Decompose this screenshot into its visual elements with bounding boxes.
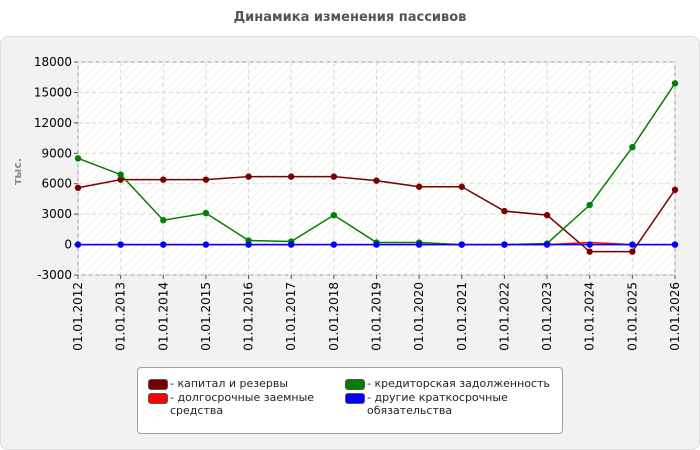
series-4-point <box>415 241 423 248</box>
series-1-point <box>160 176 167 183</box>
series-2-point <box>330 211 338 219</box>
series-4-point <box>202 241 210 248</box>
x-tick-label: 01.01.2023 <box>540 282 554 351</box>
series-4-point <box>501 241 508 248</box>
x-tick-label: 01.01.2018 <box>327 282 341 351</box>
series-1-point <box>458 183 465 190</box>
series-1-point <box>117 176 124 183</box>
y-tick-label: 0 <box>64 238 72 252</box>
series-4-point <box>458 241 465 248</box>
y-tick-label: 6000 <box>41 177 72 191</box>
series-1-point <box>245 173 252 180</box>
series-2-point <box>586 201 593 209</box>
y-tick-label: 18000 <box>34 55 72 69</box>
chart-title: Динамика изменения пассивов <box>233 10 467 25</box>
series-4-point <box>671 241 679 248</box>
series-4-point <box>117 241 124 248</box>
x-tick-label: 01.01.2022 <box>497 282 511 351</box>
series-2-point <box>671 80 679 87</box>
y-tick-label: 12000 <box>34 116 72 130</box>
series-1-point <box>202 176 210 183</box>
series-1-point <box>586 248 593 255</box>
series-4-point <box>160 241 167 248</box>
series-4-point <box>586 241 593 248</box>
series-1-point <box>671 186 679 193</box>
legend-swatch-longterm <box>148 393 168 404</box>
x-tick-label: 01.01.2013 <box>114 282 128 351</box>
series-4-point <box>629 241 636 248</box>
x-tick-label: 01.01.2014 <box>156 282 170 351</box>
series-1-point <box>74 184 82 191</box>
series-2-point <box>117 171 124 178</box>
x-tick-label: 01.01.2015 <box>199 282 213 351</box>
legend-swatch-other <box>345 393 365 404</box>
y-tick-label: -3000 <box>37 268 72 282</box>
series-1-point <box>415 183 423 190</box>
y-tick-label: 15000 <box>34 85 72 99</box>
series-2-point <box>160 217 167 224</box>
series-4-point <box>543 241 551 248</box>
x-tick-label: 01.01.2020 <box>412 282 426 351</box>
legend-label-payables: - кредиторская задолженность <box>367 377 550 390</box>
series-1-point <box>543 211 551 219</box>
series-1-point <box>288 173 295 180</box>
x-tick-label: 01.01.2021 <box>455 282 469 351</box>
x-tick-label: 01.01.2012 <box>71 282 85 351</box>
series-1-point <box>373 177 380 184</box>
x-tick-label: 01.01.2024 <box>583 282 597 351</box>
x-tick-label: 01.01.2016 <box>242 282 256 351</box>
y-tick-label: 3000 <box>41 207 72 221</box>
series-4-point <box>373 241 380 248</box>
series-4-point <box>330 241 338 248</box>
series-4-point <box>74 241 82 248</box>
legend-swatch-payables <box>345 379 365 390</box>
legend-swatch-capital <box>148 379 168 390</box>
series-2-point <box>629 144 636 151</box>
series-1-point <box>330 173 338 180</box>
series-2-point <box>202 209 210 217</box>
y-tick-label: 9000 <box>41 146 72 160</box>
x-tick-label: 01.01.2017 <box>284 282 298 351</box>
legend-label-other: - другие краткосрочные обязательства <box>367 391 508 417</box>
x-tick-label: 01.01.2026 <box>668 282 682 351</box>
series-4-point <box>288 241 295 248</box>
legend-label-capital: - капитал и резервы <box>170 377 289 390</box>
series-1-point <box>629 248 636 255</box>
series-2-point <box>74 155 82 162</box>
chart-legend: - капитал и резервы - кредиторская задол… <box>137 367 563 434</box>
legend-label-longterm: - долгосрочные заемные средства <box>170 391 315 417</box>
series-4-point <box>245 241 252 248</box>
x-tick-label: 01.01.2019 <box>370 282 384 351</box>
x-tick-label: 01.01.2025 <box>625 282 639 351</box>
series-1-point <box>501 207 508 215</box>
